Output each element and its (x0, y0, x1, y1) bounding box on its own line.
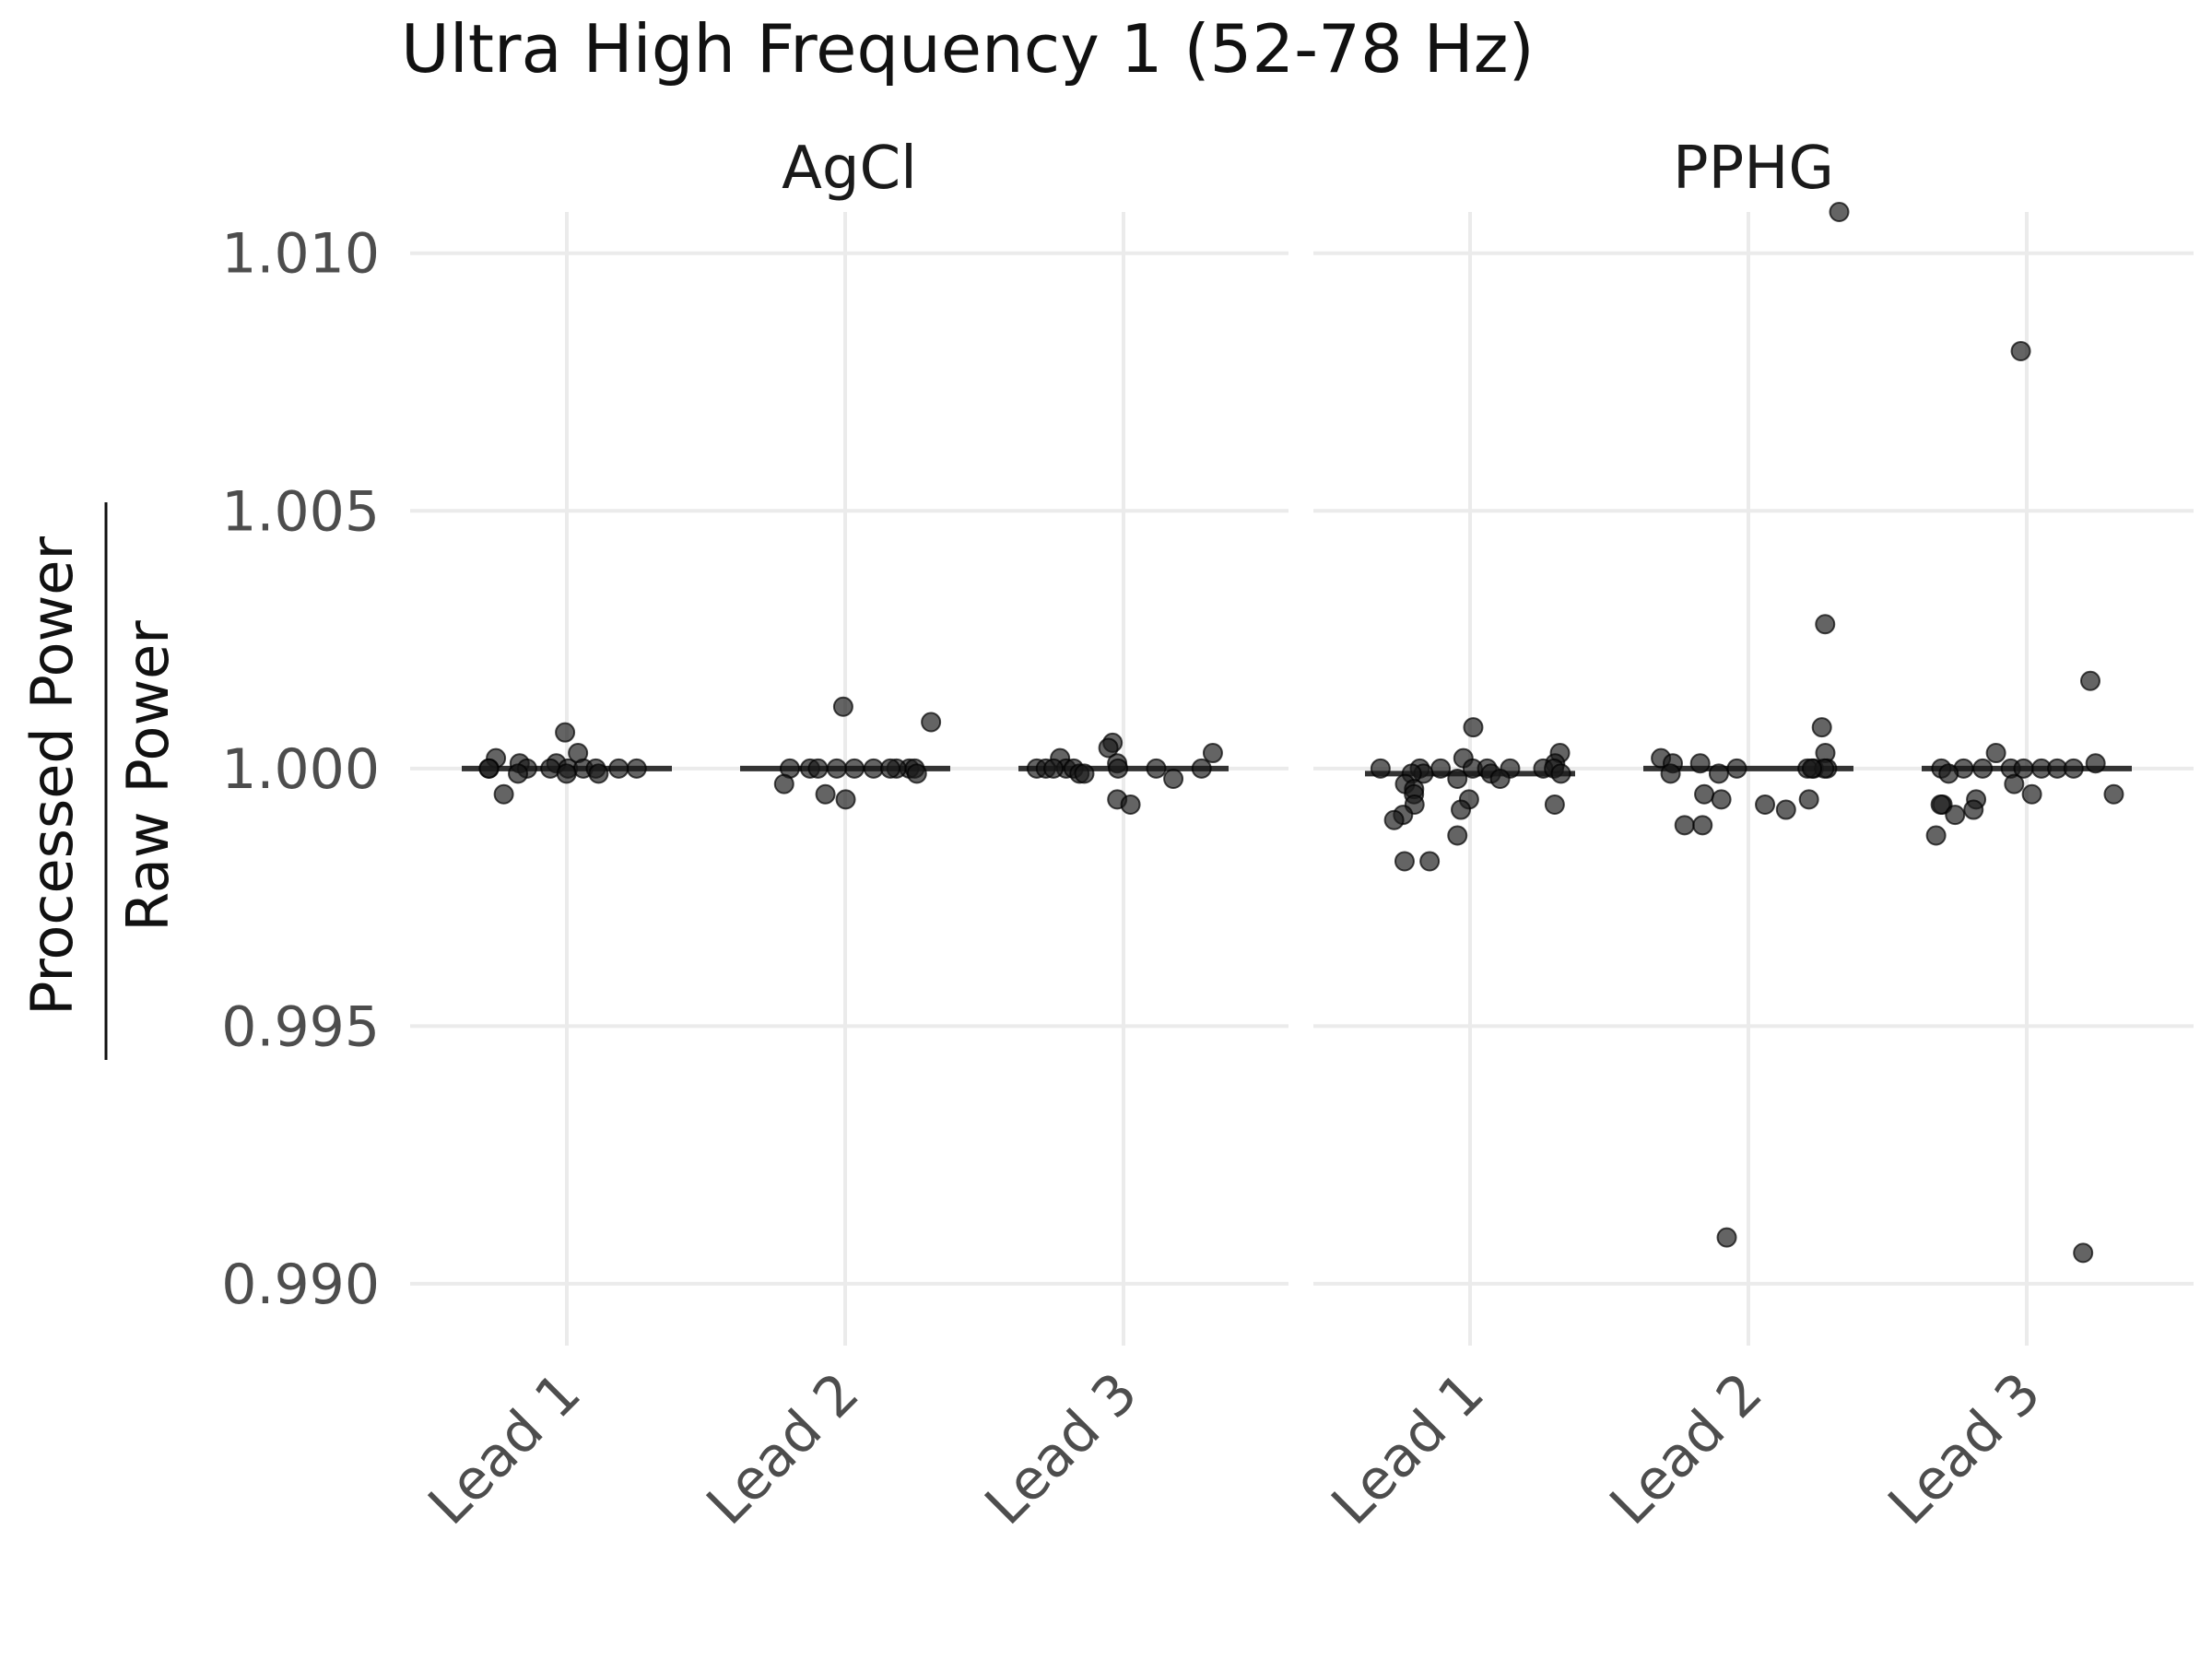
data-point (1191, 758, 1212, 779)
data-point (555, 722, 576, 743)
data-point (1694, 783, 1715, 805)
data-point (608, 758, 629, 779)
data-point (1043, 758, 1065, 779)
data-point (1716, 1227, 1737, 1248)
data-point (2085, 753, 2106, 774)
data-point (1711, 789, 1732, 810)
data-point (1120, 794, 1141, 815)
panels: AgCl Lead 1 Lead 2 Lead 3 PPHG Lead 1 Lead 2 Le… (410, 135, 2194, 1537)
data-point (1098, 737, 1119, 759)
data-point (1394, 851, 1415, 872)
x-tick-label: Lead 3 (1877, 1360, 2053, 1537)
data-point (1726, 758, 1747, 779)
data-point (1755, 794, 1776, 815)
data-point (807, 758, 829, 779)
data-point (1383, 809, 1405, 830)
y-tick-label: 0.990 (221, 1253, 380, 1317)
data-point (1963, 799, 1984, 820)
panel-agcl: AgCl Lead 1 Lead 2 Lead 3 (410, 135, 1288, 1537)
y-tick-label: 0.995 (221, 994, 380, 1059)
data-point (1925, 825, 1947, 846)
data-point (906, 763, 927, 784)
data-point (1811, 717, 1832, 738)
data-point (1146, 758, 1167, 779)
data-point (879, 758, 900, 779)
data-point (921, 712, 942, 733)
x-tick-label: Lead 1 (417, 1360, 594, 1537)
data-point (493, 783, 514, 805)
panel-pphg: PPHG Lead 1 Lead 2 Lead 3 (1313, 135, 2194, 1537)
data-point (1544, 794, 1565, 815)
y-axis-ticks: 0.990 0.995 1.000 1.005 1.010 (221, 222, 380, 1317)
x-tick-label: Lead 2 (695, 1360, 872, 1537)
data-point (1930, 794, 1951, 815)
data-point (832, 696, 853, 717)
data-point (1938, 763, 1959, 784)
y-tick-label: 1.010 (221, 222, 380, 287)
data-point (588, 763, 609, 784)
y-axis-label-numerator: Processed Power (18, 536, 86, 1016)
data-point (815, 783, 836, 805)
data-point (1798, 789, 1819, 810)
data-point (1829, 202, 1850, 222)
data-point (2079, 670, 2100, 691)
y-axis-label: Processed Power Raw Power (18, 502, 182, 1060)
chart-title: Ultra High Frequency 1 (52-78 Hz) (401, 10, 1535, 88)
data-point (1447, 769, 1468, 789)
data-point (1074, 763, 1095, 784)
data-point (835, 789, 856, 810)
data-point (2063, 758, 2084, 779)
facet-label: PPHG (1673, 135, 1834, 203)
data-point (1108, 758, 1129, 779)
data-point (556, 763, 577, 784)
data-point (1202, 743, 1223, 764)
data-point (1550, 763, 1571, 784)
y-tick-label: 1.000 (221, 737, 380, 802)
data-point (1945, 805, 1966, 826)
data-point (1708, 763, 1729, 784)
data-point (826, 758, 847, 779)
data-point (1489, 769, 1511, 789)
data-point (1674, 815, 1695, 836)
data-point (773, 773, 794, 794)
data-point (1815, 614, 1836, 635)
data-point (478, 758, 500, 779)
data-point (2021, 783, 2042, 805)
data-point (1370, 758, 1391, 779)
data-point (1447, 825, 1468, 846)
data-point (2004, 773, 2025, 794)
data-point (1801, 758, 1822, 779)
data-point (1689, 753, 1711, 774)
data-point (863, 758, 884, 779)
data-point (2010, 340, 2031, 361)
x-tick-label: Lead 3 (973, 1360, 1150, 1537)
data-point (1419, 851, 1441, 872)
data-point (2013, 758, 2034, 779)
data-point (508, 763, 529, 784)
data-point (1163, 769, 1184, 789)
data-point (626, 758, 647, 779)
data-point (1692, 815, 1713, 836)
data-point (844, 758, 865, 779)
data-point (2073, 1242, 2094, 1264)
y-tick-label: 1.005 (221, 479, 380, 544)
y-axis-label-denominator: Raw Power (114, 620, 182, 932)
data-point (1775, 799, 1796, 820)
data-point (1430, 758, 1452, 779)
data-point (1660, 763, 1681, 784)
x-tick-label: Lead 1 (1320, 1360, 1497, 1537)
data-point (1463, 717, 1484, 738)
x-tick-label: Lead 2 (1598, 1360, 1775, 1537)
data-point (2103, 783, 2124, 805)
facet-label: AgCl (782, 135, 917, 203)
data-point (1985, 743, 2006, 764)
data-point (1451, 799, 1472, 820)
data-point (1972, 758, 1994, 779)
